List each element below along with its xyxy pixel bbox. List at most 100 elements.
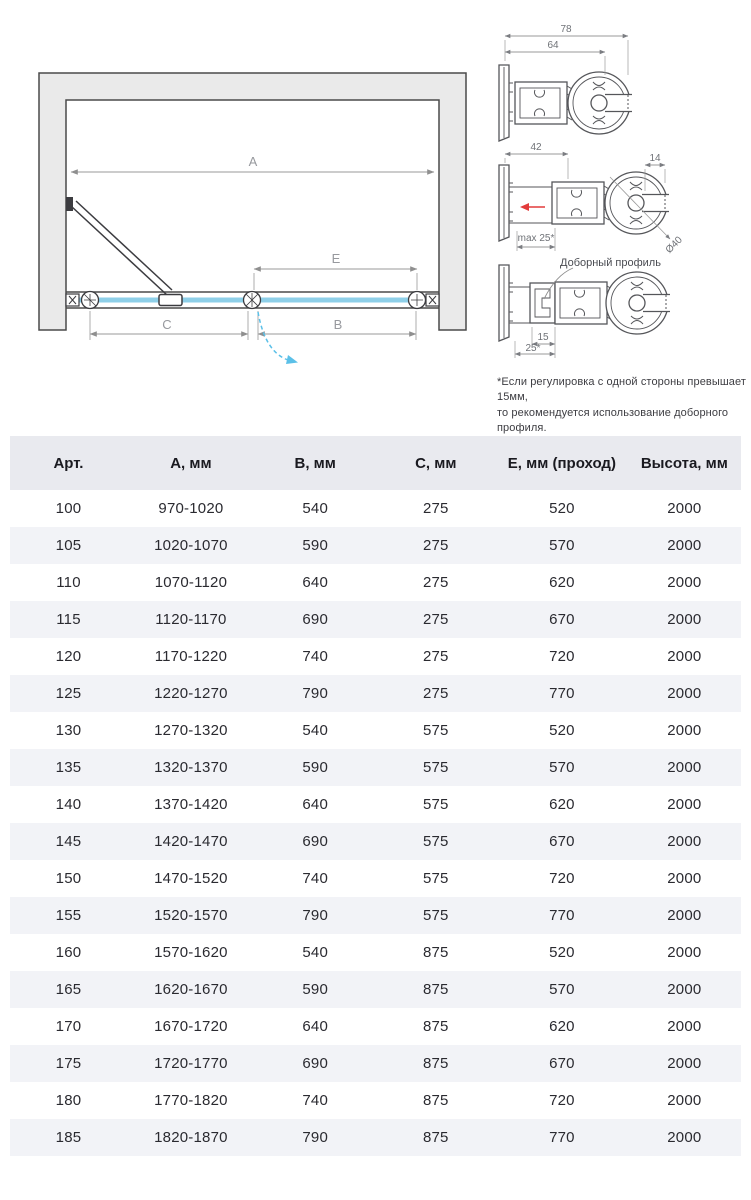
table-cell: 1470-1520 [154,870,228,887]
table-cell: 275 [375,675,497,712]
table-cell: 1770-1820 [154,1092,228,1109]
table-cell: 520 [549,944,575,961]
table-cell: 1720-1770 [126,1045,255,1082]
table-cell: 2000 [667,1092,702,1109]
table-row: 140 1370-1420 640 575 620 2000 [10,786,741,823]
table-cell: 720 [549,1092,575,1109]
table-cell: 875 [422,1018,449,1035]
table-cell: 590 [254,749,376,786]
table-cell: 575 [422,796,449,813]
table-cell: 575 [422,870,449,887]
table-cell: 2000 [667,574,702,591]
profile2-dim-42: 42 [530,142,542,153]
profile1-dim-64: 64 [547,40,559,51]
table-row: 150 1470-1520 740 575 720 2000 [10,860,741,897]
table-cell: 690 [254,601,376,638]
table-cell: 165 [10,971,127,1008]
table-cell: 2000 [627,749,741,786]
table-cell: 2000 [627,1119,741,1156]
table-cell: 740 [302,1092,328,1109]
table-cell: 790 [254,1119,376,1156]
door-top-view-diagram: A E C B [38,72,467,364]
profile3-dim-15: 15 [537,332,549,343]
table-cell: 575 [375,823,497,860]
table-cell: 150 [55,870,82,887]
right-end-fitting-icon [407,290,440,310]
table-cell: 640 [302,574,328,591]
table-cell: 1370-1420 [154,796,228,813]
table-cell: 875 [375,1119,497,1156]
table-row: 185 1820-1870 790 875 770 2000 [10,1119,741,1156]
table-cell: 570 [496,749,628,786]
table-cell: 575 [375,749,497,786]
table-cell: 135 [10,749,127,786]
table-row: 175 1720-1770 690 875 670 2000 [10,1045,741,1082]
table-row: 160 1570-1620 540 875 520 2000 [10,934,741,971]
dimension-e [253,266,418,290]
table-cell: 520 [549,500,575,517]
table-cell: 120 [55,648,82,665]
table-cell: 720 [549,648,575,665]
table-cell: 720 [549,870,575,887]
table-cell: 275 [422,500,449,517]
table-cell: 620 [549,574,575,591]
table-cell: 740 [302,870,328,887]
table-cell: 690 [254,1045,376,1082]
table-cell: 105 [10,527,127,564]
table-cell: 2000 [627,823,741,860]
table-cell: 640 [302,796,328,813]
table-cell: 570 [496,971,628,1008]
table-cell: 1320-1370 [126,749,255,786]
left-end-fitting-icon [65,290,100,310]
table-row: 110 1070-1120 640 275 620 2000 [10,564,741,601]
table-cell: 2000 [667,648,702,665]
table-cell: 2000 [667,870,702,887]
table-header-row: Арт. А, мм В, мм С, мм Е, мм (проход) Вы… [10,436,741,490]
table-cell: 1070-1120 [154,574,228,591]
table-cell: 1820-1870 [126,1119,255,1156]
table-cell: 570 [496,527,628,564]
table-row: 180 1770-1820 740 875 720 2000 [10,1082,741,1119]
table-cell: 790 [254,675,376,712]
profile-section-extended: 42 14 Ø40 max 25* [498,142,685,256]
profile3-dim-25: 25* [525,343,540,354]
profile-section-closed: 78 64 [498,24,633,142]
table-cell: 1120-1170 [126,601,255,638]
col-header-e: Е, мм (проход) [496,436,628,490]
table-cell: 140 [55,796,82,813]
table-cell: 2000 [627,1045,741,1082]
table-cell: 1220-1270 [126,675,255,712]
table-cell: 670 [496,823,628,860]
table-cell: 520 [549,722,575,739]
col-header-height: Высота, мм [627,436,741,490]
profile2-dim-max25: max 25* [518,233,555,244]
table-cell: 670 [496,1045,628,1082]
table-row: 120 1170-1220 740 275 720 2000 [10,638,741,675]
table-row: 100 970-1020 540 275 520 2000 [10,490,741,527]
table-row: 135 1320-1370 590 575 570 2000 [10,749,741,786]
table-cell: 130 [55,722,82,739]
col-header-b: В, мм [254,436,376,490]
dimension-table: Арт. А, мм В, мм С, мм Е, мм (проход) Вы… [10,436,741,1156]
table-row: 125 1220-1270 790 275 770 2000 [10,675,741,712]
extension-profile-label: Доборный профиль [560,257,661,269]
table-row: 115 1120-1170 690 275 670 2000 [10,601,741,638]
table-cell: 540 [302,500,328,517]
table-cell: 2000 [627,527,741,564]
wall-frame [38,72,467,331]
col-header-art: Арт. [10,436,127,490]
table-cell: 160 [55,944,82,961]
table-cell: 575 [422,722,449,739]
table-cell: 2000 [627,971,741,1008]
table-cell: 185 [10,1119,127,1156]
table-cell: 770 [496,1119,628,1156]
table-cell: 875 [422,1092,449,1109]
table-cell: 1170-1220 [154,648,228,665]
table-cell: 590 [254,527,376,564]
table-cell: 875 [422,944,449,961]
table-cell: 1020-1070 [126,527,255,564]
table-cell: 275 [375,527,497,564]
table-cell: 2000 [627,675,741,712]
table-cell: 110 [56,574,81,591]
pivot-roller-icon [242,290,262,310]
